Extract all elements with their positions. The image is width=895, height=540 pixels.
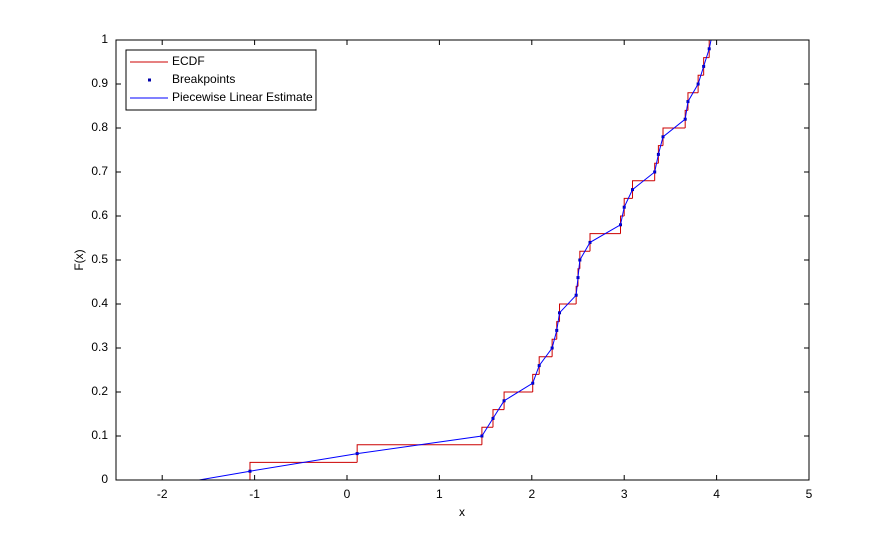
y-tick-label: 0.7	[91, 164, 108, 178]
y-tick-label: 0.6	[91, 208, 108, 222]
ecdf-step	[697, 74, 704, 93]
x-tick-label: 1	[436, 487, 443, 501]
x-tick-label: 2	[528, 487, 535, 501]
ecdf-step	[249, 461, 358, 480]
plot-layer	[199, 40, 809, 480]
y-tick-label: 0.2	[91, 384, 108, 398]
legend-label: Breakpoints	[172, 72, 235, 86]
x-tick-label: -1	[249, 487, 260, 501]
ecdf-step	[503, 391, 533, 410]
y-tick-label: 0.4	[91, 296, 108, 310]
ecdf-step	[620, 215, 625, 234]
x-axis-label: x	[459, 505, 465, 519]
legend-label: ECDF	[172, 54, 205, 68]
ecdf-step	[532, 373, 540, 392]
ecdf-step	[492, 409, 505, 428]
ecdf-step	[589, 233, 621, 252]
ecdf-step	[632, 180, 655, 199]
y-tick-label: 0.9	[91, 76, 108, 90]
y-tick-label: 0.5	[91, 252, 108, 266]
y-tick-label: 1	[101, 32, 108, 46]
ecdf-step	[551, 338, 557, 357]
y-tick-label: 0	[101, 472, 108, 486]
x-tick-label: 0	[344, 487, 351, 501]
ecdf-step	[654, 162, 659, 181]
ecdf-step	[703, 57, 710, 76]
legend-swatch	[148, 78, 151, 82]
x-tick-label: 4	[713, 487, 720, 501]
x-tick-label: 5	[806, 487, 813, 501]
y-tick-label: 0.8	[91, 120, 108, 134]
ecdf-step	[708, 40, 809, 58]
y-tick-label: 0.1	[91, 428, 108, 442]
estimate-line	[199, 40, 712, 480]
x-tick-label: 3	[621, 487, 628, 501]
ecdf-step	[538, 356, 553, 375]
ecdf-step	[481, 426, 493, 445]
plot-frame	[115, 39, 810, 481]
ecdf-step	[623, 197, 633, 216]
plot-area	[116, 40, 809, 480]
ecdf-step	[356, 444, 482, 463]
legend-box	[125, 49, 317, 111]
y-tick-label: 0.3	[91, 340, 108, 354]
ecdf-step	[662, 127, 686, 146]
ecdf-step	[657, 145, 664, 164]
y-axis-label: F(x)	[72, 249, 86, 270]
x-tick-label: -2	[157, 487, 168, 501]
legend-label: Piecewise Linear Estimate	[172, 90, 313, 104]
